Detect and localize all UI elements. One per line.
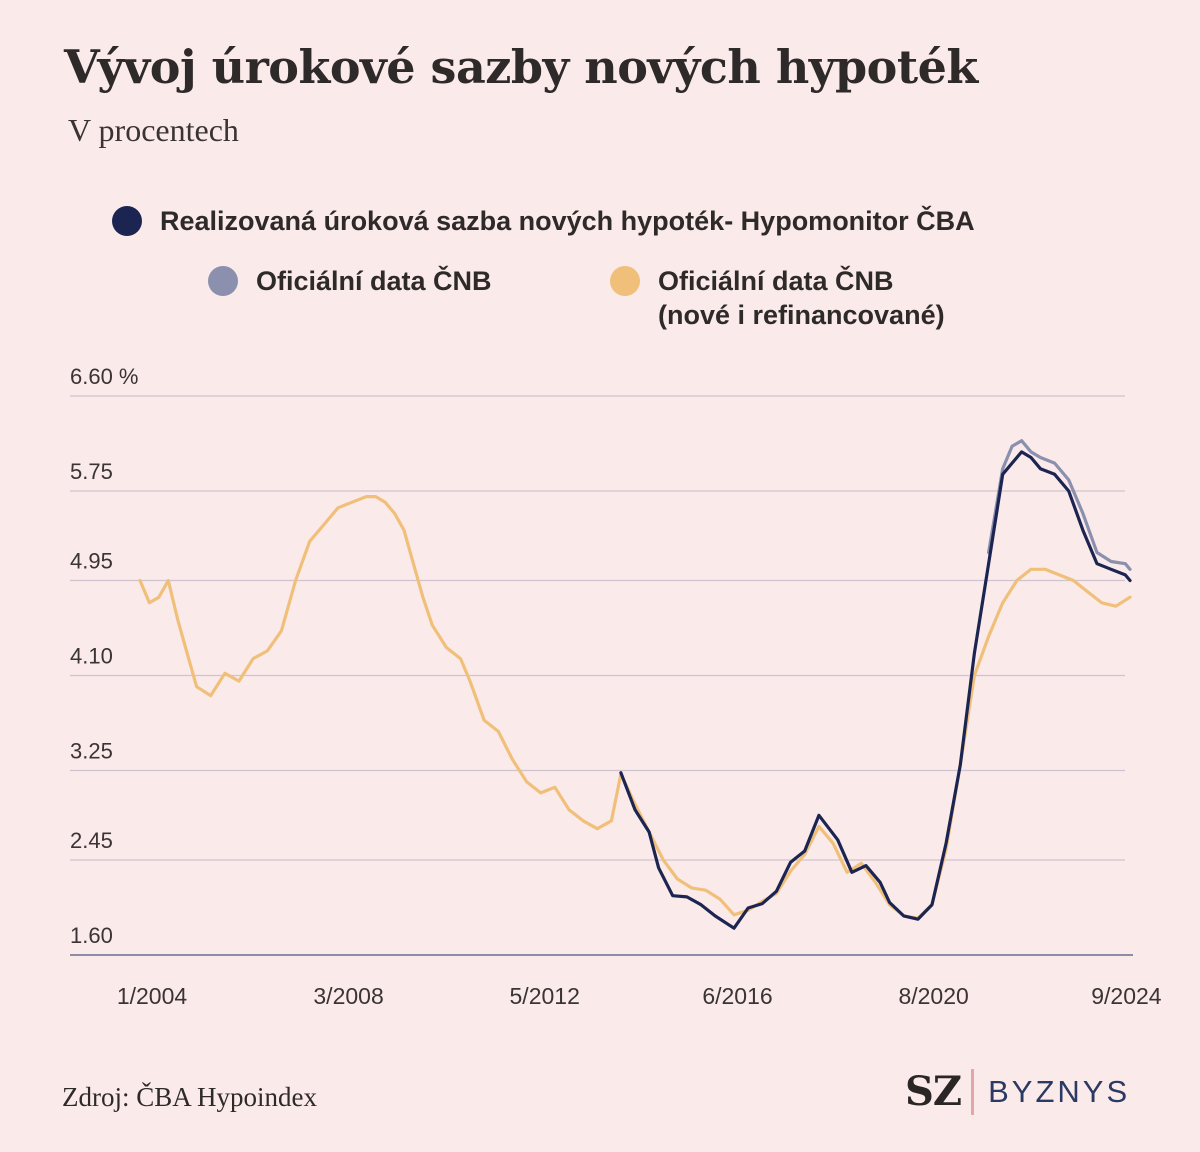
x-tick-label: 8/2020 <box>898 983 968 1009</box>
y-tick-label: 4.95 <box>70 548 113 573</box>
legend-item-cnb: Oficiální data ČNB <box>208 264 492 298</box>
y-tick-label: 5.75 <box>70 459 113 484</box>
logo-byznys: BYZNYS <box>988 1073 1131 1109</box>
legend-dot-hypomonitor <box>112 206 142 236</box>
y-tick-label: 2.45 <box>70 828 113 853</box>
legend-dot-cnb-refinanced <box>610 266 640 296</box>
source-note: Zdroj: ČBA Hypoindex <box>62 1082 317 1112</box>
chart-subtitle: V procentech <box>68 112 239 148</box>
legend-label-cnb-refinanced: Oficiální data ČNB <box>658 266 894 296</box>
y-tick-label: 6.60 % <box>70 364 139 389</box>
sz-byznys-logo: SZ BYZNYS <box>905 1068 1130 1115</box>
legend-label-hypomonitor: Realizovaná úroková sazba nových hypoték… <box>160 206 975 236</box>
legend-label-cnb: Oficiální data ČNB <box>256 266 492 296</box>
series-line-cnb <box>987 439 1132 571</box>
x-tick-label: 6/2016 <box>702 983 772 1009</box>
x-tick-label: 1/2004 <box>117 983 188 1009</box>
legend-item-hypomonitor: Realizovaná úroková sazba nových hypoték… <box>112 204 975 238</box>
x-tick-label: 3/2008 <box>313 983 383 1009</box>
x-tick-label: 9/2024 <box>1091 983 1162 1009</box>
series-line-hypomonitor <box>619 450 1132 930</box>
legend-dot-cnb <box>208 266 238 296</box>
y-tick-label: 3.25 <box>70 739 113 764</box>
series-line-cnb-refinanced <box>138 495 1132 920</box>
chart-title: Vývoj úrokové sazby nových hypoték <box>64 40 978 94</box>
logo-divider <box>971 1068 975 1115</box>
y-tick-label: 4.10 <box>70 644 113 669</box>
legend-label-cnb-refinanced-line2: (nové i refinancované) <box>658 300 945 330</box>
x-tick-label: 5/2012 <box>510 983 580 1009</box>
y-tick-label: 1.60 <box>70 923 113 948</box>
logo-sz: SZ <box>905 1068 962 1115</box>
legend-item-cnb-refinanced: Oficiální data ČNB (nové i refinancované… <box>610 264 945 332</box>
